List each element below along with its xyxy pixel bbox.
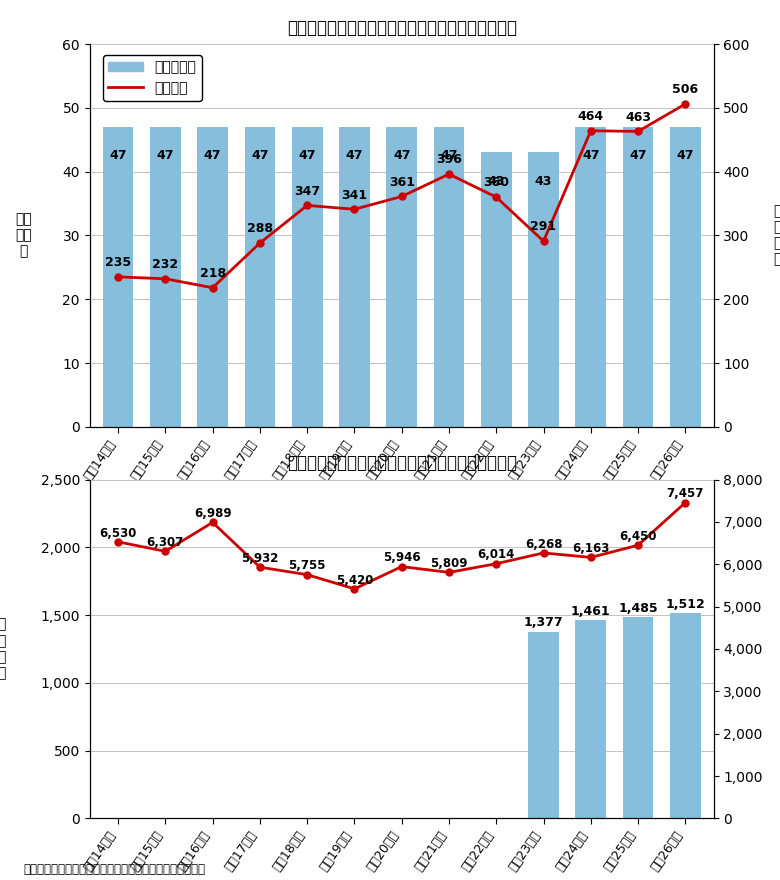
Bar	[386, 127, 417, 427]
Text: 360: 360	[484, 177, 509, 189]
Text: 5,946: 5,946	[383, 551, 420, 564]
Text: 47: 47	[676, 150, 694, 162]
Text: 6,307: 6,307	[147, 536, 184, 549]
Text: 235: 235	[105, 256, 131, 269]
Title: 都道府県の防災訓練実施団体数及び訓練回数の推移: 都道府県の防災訓練実施団体数及び訓練回数の推移	[287, 18, 516, 37]
Text: 506: 506	[672, 84, 698, 96]
Bar	[244, 127, 275, 427]
Text: 6,989: 6,989	[193, 507, 232, 520]
Bar	[576, 620, 606, 818]
Text: 47: 47	[204, 150, 222, 162]
Bar	[339, 127, 370, 427]
Text: 5,755: 5,755	[289, 560, 326, 572]
Title: 市区町村の防災訓練実施団体数及び訓練回数の推移: 市区町村の防災訓練実施団体数及び訓練回数の推移	[287, 454, 516, 473]
Text: 47: 47	[582, 150, 600, 162]
Text: 1,485: 1,485	[619, 602, 658, 615]
Text: 463: 463	[625, 111, 651, 124]
Y-axis label: 開催
団体
数: 開催 団体 数	[15, 212, 32, 259]
Legend: 開催団体数, 訓練回数: 開催団体数, 訓練回数	[103, 55, 202, 101]
Bar	[150, 127, 181, 427]
Text: 1,377: 1,377	[523, 616, 563, 629]
Text: 47: 47	[157, 150, 174, 162]
Text: 出典：消防庁「地方防災行政の現況」をもとに内閣府作成: 出典：消防庁「地方防災行政の現況」をもとに内閣府作成	[23, 862, 205, 876]
Text: 7,457: 7,457	[667, 488, 704, 500]
Text: 5,932: 5,932	[241, 552, 278, 565]
Bar	[528, 152, 559, 427]
Text: 47: 47	[109, 150, 127, 162]
Text: 288: 288	[247, 223, 273, 235]
Bar	[670, 127, 700, 427]
Text: 5,809: 5,809	[431, 557, 468, 570]
Text: 47: 47	[393, 150, 410, 162]
Text: 6,530: 6,530	[99, 526, 136, 539]
Bar	[576, 127, 606, 427]
Bar	[528, 632, 559, 818]
Text: 43: 43	[488, 175, 505, 187]
Bar	[481, 152, 512, 427]
Y-axis label: 訓
練
回
数: 訓 練 回 数	[0, 618, 5, 680]
Text: 47: 47	[440, 150, 458, 162]
Y-axis label: 訓
練
回
数: 訓 練 回 数	[774, 204, 780, 267]
Text: 291: 291	[530, 221, 557, 233]
Bar	[197, 127, 228, 427]
Text: 43: 43	[535, 175, 552, 187]
Bar	[622, 617, 654, 818]
Text: 361: 361	[388, 176, 415, 189]
Text: 218: 218	[200, 267, 225, 280]
Text: 6,014: 6,014	[477, 548, 515, 561]
Text: 232: 232	[152, 258, 179, 271]
Bar	[434, 127, 464, 427]
Text: 47: 47	[346, 150, 363, 162]
Text: 47: 47	[629, 150, 647, 162]
Bar	[292, 127, 322, 427]
Text: 6,163: 6,163	[572, 542, 609, 555]
Text: 47: 47	[299, 150, 316, 162]
Text: 1,512: 1,512	[665, 598, 705, 611]
Bar	[622, 127, 654, 427]
Text: 1,461: 1,461	[571, 605, 611, 618]
Text: 396: 396	[436, 153, 462, 166]
Bar	[670, 613, 700, 818]
Text: 347: 347	[294, 185, 321, 198]
Text: 6,268: 6,268	[525, 538, 562, 551]
Text: 341: 341	[342, 188, 367, 202]
Text: 5,420: 5,420	[335, 574, 373, 587]
Text: 6,450: 6,450	[619, 530, 657, 543]
Text: 47: 47	[251, 150, 268, 162]
Text: 464: 464	[578, 110, 604, 123]
Bar	[103, 127, 133, 427]
